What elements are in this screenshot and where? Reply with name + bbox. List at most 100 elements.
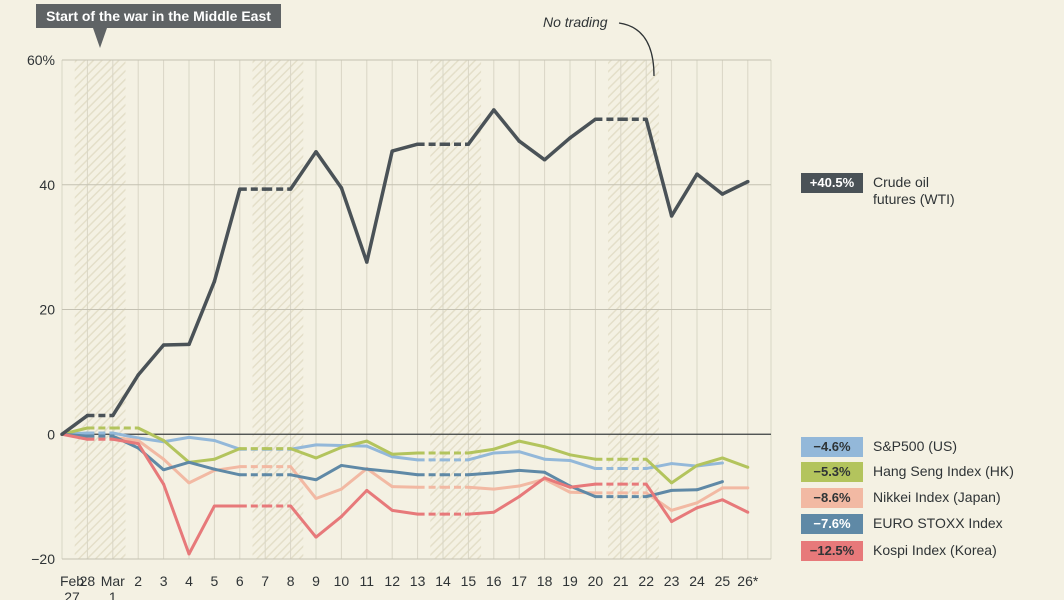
series-point — [136, 438, 140, 442]
series-segment — [468, 447, 495, 455]
series-point — [593, 482, 597, 486]
series-segment — [366, 467, 393, 474]
series-point — [263, 465, 267, 469]
series-point — [568, 136, 572, 140]
series-segment — [518, 139, 546, 162]
series-segment — [188, 469, 216, 485]
series-segment — [644, 483, 673, 523]
series-point — [644, 457, 648, 461]
y-tick-label: 60% — [27, 52, 55, 68]
series-point — [619, 467, 623, 471]
series-segment — [290, 443, 317, 451]
series-segment — [493, 468, 520, 475]
series-segment — [214, 467, 241, 477]
series-segment — [695, 172, 724, 196]
series-point — [492, 510, 496, 514]
series-segment — [721, 498, 749, 514]
x-tick-label: 6 — [236, 573, 244, 589]
series-segment — [366, 439, 393, 456]
series-point — [289, 447, 293, 451]
series-point — [60, 432, 64, 436]
series-point — [339, 515, 343, 519]
series-point — [390, 508, 394, 512]
series-point — [187, 435, 191, 439]
legend-value-badge: −5.3% — [801, 462, 863, 482]
series-point — [593, 117, 598, 122]
no-trading-note: No trading — [543, 14, 608, 30]
x-tick-label: 5 — [211, 573, 219, 589]
series-segment — [569, 482, 596, 489]
series-segment — [568, 117, 597, 140]
series-point — [492, 108, 496, 112]
series-point — [441, 458, 445, 462]
series-segment — [340, 467, 368, 491]
series-point — [187, 460, 191, 464]
series-point — [543, 476, 547, 480]
series-point — [238, 504, 242, 508]
series-segment — [163, 342, 190, 347]
series-point — [136, 436, 140, 440]
series-point — [416, 451, 420, 455]
series-point — [466, 458, 470, 462]
series-point — [85, 431, 89, 435]
series-segment — [365, 489, 394, 512]
x-tick-label: 4 — [185, 573, 193, 589]
series-segment — [569, 453, 596, 461]
series-point — [669, 214, 674, 218]
series-segment — [544, 445, 571, 457]
series-point — [746, 510, 750, 514]
series-point — [441, 473, 445, 477]
series-point — [619, 117, 623, 122]
x-tick-label: 3 — [160, 573, 168, 589]
series-point — [695, 501, 699, 505]
series-point — [695, 463, 699, 467]
series-point — [466, 512, 470, 516]
series-segment — [188, 460, 215, 471]
series-point — [162, 482, 166, 486]
series-segment — [468, 451, 495, 462]
series-point — [517, 439, 521, 443]
x-tick-label: Mar 1 — [101, 573, 125, 600]
series-point — [670, 508, 674, 512]
x-tick-label: 10 — [334, 573, 350, 589]
series-segment — [721, 456, 749, 469]
series-segment — [391, 142, 419, 153]
series-point — [289, 473, 293, 477]
legend-value-badge: −8.6% — [801, 488, 863, 508]
series-segment — [670, 173, 699, 217]
series-segment — [213, 447, 241, 461]
series-segment — [163, 435, 190, 444]
series-segment — [518, 450, 546, 461]
series-point — [314, 478, 318, 482]
series-segment — [392, 470, 418, 477]
series-point — [720, 480, 724, 484]
series-segment — [493, 484, 520, 491]
series-segment — [468, 485, 494, 491]
x-tick-label: 21 — [613, 573, 629, 589]
series-point — [85, 413, 90, 418]
series-point — [492, 487, 496, 491]
series-point — [543, 445, 547, 449]
legend-series-label: EURO STOXX Index — [873, 515, 1003, 531]
series-point — [492, 447, 496, 451]
series-segment — [696, 498, 723, 510]
series-segment — [365, 467, 394, 488]
series-segment — [290, 447, 317, 460]
series-segment — [468, 510, 494, 516]
series-point — [720, 486, 724, 490]
series-point — [644, 491, 648, 495]
series-point — [111, 431, 115, 435]
series-point — [517, 495, 521, 499]
series-point — [161, 343, 166, 347]
series-point — [492, 471, 496, 475]
series-segment — [696, 480, 723, 492]
war-start-callout-text: Start of the war in the Middle East — [46, 8, 271, 24]
series-segment — [645, 458, 673, 484]
series-segment — [289, 150, 318, 191]
series-point — [288, 187, 293, 191]
series-point — [720, 461, 724, 465]
series-point — [517, 450, 521, 454]
series-segment — [392, 455, 418, 462]
series-point — [517, 139, 521, 143]
series-point — [136, 442, 140, 446]
